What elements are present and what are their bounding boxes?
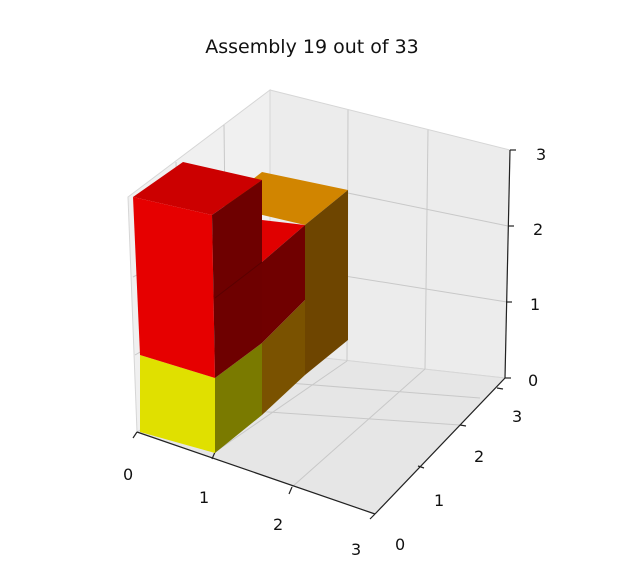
z-tick-label: 3 [536,145,546,164]
z-tick-label: 0 [528,371,538,390]
y-tick-label: 0 [395,535,405,554]
y-tick-label: 2 [474,447,484,466]
z-tick-label: 2 [533,220,543,239]
axis-lines [136,149,511,515]
tick-marks [132,149,516,520]
plot-title: Assembly 19 out of 33 [205,36,419,58]
y-tick-label: 3 [512,407,522,426]
x-tick-label: 3 [351,540,361,559]
red-block [133,162,305,378]
x-tick-label: 0 [123,465,133,484]
yellow-cube [140,343,262,453]
y-tick-label: 1 [434,491,444,510]
z-tick-label: 1 [530,295,540,314]
x-tick-label: 2 [273,515,283,534]
x-tick-label: 1 [199,488,209,507]
